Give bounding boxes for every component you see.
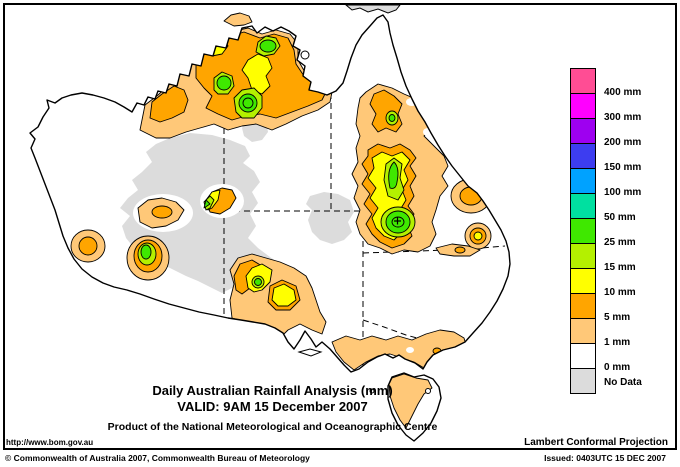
rain-region-south-australia (229, 253, 327, 339)
legend-swatch (570, 218, 596, 244)
legend-label: 5 mm (604, 312, 631, 323)
legend-swatch (570, 168, 596, 194)
legend-swatch (570, 118, 596, 144)
bass-strait-island-1 (369, 388, 375, 394)
rain-region-tasmania (388, 373, 433, 429)
bass-strait-island-2 (425, 388, 431, 394)
legend-swatch (570, 318, 596, 344)
legend-label: 50 mm (604, 212, 636, 223)
map-product-note: Product of the National Meteorological a… (107, 421, 438, 433)
groote-island (300, 50, 310, 60)
copyright-label: © Commonwealth of Australia 2007, Common… (5, 453, 310, 463)
legend-label: 150 mm (604, 162, 642, 173)
map-valid-time: VALID: 9AM 15 December 2007 (177, 399, 368, 414)
rain-region-victoria (331, 329, 467, 371)
legend-swatch (570, 368, 596, 394)
legend-swatch (570, 143, 596, 169)
rain-region-top-end (139, 27, 333, 139)
legend-label: 15 mm (604, 262, 636, 273)
projection-label: Lambert Conformal Projection (524, 437, 668, 448)
tasmania-coastline (387, 372, 442, 442)
bom-url: http://www.bom.gov.au (6, 438, 94, 447)
australia-coastline (29, 14, 511, 373)
legend-label: 1 mm (604, 337, 631, 348)
legend-swatch (570, 93, 596, 119)
rain-region-western-australia (70, 184, 244, 281)
legend-label: 25 mm (604, 237, 636, 248)
legend: 400 mm 300 mm 200 mm 150 mm 100 mm 50 mm 25 mm… (570, 68, 675, 413)
legend-swatch (570, 243, 596, 269)
rain-maximum-cross-marker (394, 217, 401, 225)
legend-label: No Data (604, 377, 642, 388)
issued-label: Issued: 0403UTC 15 DEC 2007 (544, 453, 666, 463)
legend-swatch (570, 68, 596, 94)
png-coast-fragment (344, 4, 402, 14)
legend-label: 100 mm (604, 187, 642, 198)
kangaroo-island (297, 348, 323, 357)
rain-region-queensland (351, 83, 492, 257)
melville-island (223, 12, 253, 27)
legend-label: 400 mm (604, 87, 642, 98)
legend-swatch (570, 343, 596, 369)
title-block: Daily Australian Rainfall Analysis (mm) … (55, 383, 490, 434)
legend-label: 10 mm (604, 287, 636, 298)
map-title: Daily Australian Rainfall Analysis (mm) (152, 383, 393, 398)
legend-label: 300 mm (604, 112, 642, 123)
legend-swatch (570, 268, 596, 294)
rainfall-contours (70, 27, 492, 429)
legend-label: 0 mm (604, 362, 631, 373)
coastline (29, 12, 511, 442)
legend-swatch (570, 293, 596, 319)
legend-swatch (570, 193, 596, 219)
legend-label: 200 mm (604, 137, 642, 148)
